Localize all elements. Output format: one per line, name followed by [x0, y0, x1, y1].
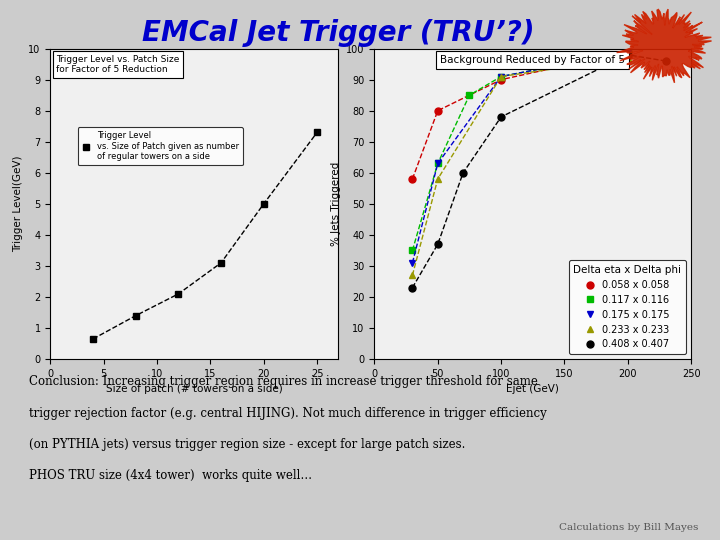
Text: EMCal Jet Trigger (TRU’?): EMCal Jet Trigger (TRU’?) [142, 19, 535, 47]
Y-axis label: % Jets Triggered: % Jets Triggered [330, 161, 341, 246]
Legend: Trigger Level
vs. Size of Patch given as number
of regular towers on a side: Trigger Level vs. Size of Patch given as… [78, 127, 243, 165]
Text: PHOS TRU size (4x4 tower)  works quite well…: PHOS TRU size (4x4 tower) works quite we… [29, 469, 312, 482]
Text: trigger rejection factor (e.g. central HIJING). Not much difference in trigger e: trigger rejection factor (e.g. central H… [29, 407, 546, 420]
Y-axis label: Trigger Level(GeV): Trigger Level(GeV) [13, 156, 23, 252]
Text: (on PYTHIA jets) versus trigger region size - except for large patch sizes.: (on PYTHIA jets) versus trigger region s… [29, 438, 465, 451]
Polygon shape [616, 9, 711, 83]
X-axis label: Ejet (GeV): Ejet (GeV) [506, 384, 559, 394]
Text: Calculations by Bill Mayes: Calculations by Bill Mayes [559, 523, 698, 532]
Text: Trigger Level vs. Patch Size
for Factor of 5 Reduction: Trigger Level vs. Patch Size for Factor … [56, 55, 179, 74]
X-axis label: Size of patch (# towers on a side): Size of patch (# towers on a side) [106, 384, 283, 394]
Legend: 0.058 x 0.058, 0.117 x 0.116, 0.175 x 0.175, 0.233 x 0.233, 0.408 x 0.407: 0.058 x 0.058, 0.117 x 0.116, 0.175 x 0.… [569, 260, 686, 354]
Text: Background Reduced by Factor of 5: Background Reduced by Factor of 5 [441, 55, 625, 65]
Text: Conclusion: Increasing trigger region requires in increase trigger threshold for: Conclusion: Increasing trigger region re… [29, 375, 538, 388]
